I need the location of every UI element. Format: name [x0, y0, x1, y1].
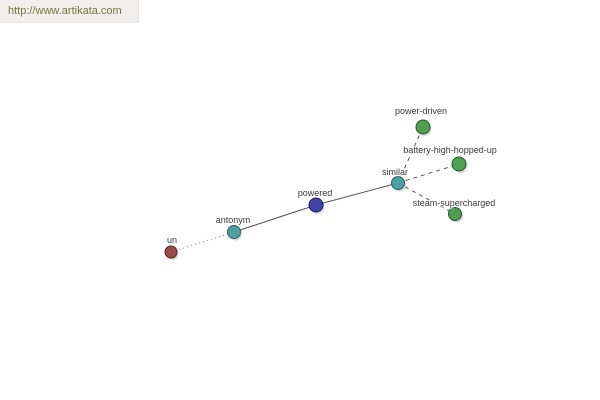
- node-label-battery-high-hopped-up[interactable]: battery-high-hopped-up: [403, 145, 497, 155]
- node-label-power-driven[interactable]: power-driven: [394, 106, 448, 116]
- node-label-steam-supercharged[interactable]: steam-supercharged: [412, 198, 496, 208]
- edge-similar-power-driven: [397, 126, 424, 184]
- edge-antonym-powered: [233, 204, 317, 233]
- graph-node-power-driven[interactable]: [415, 119, 431, 135]
- graph-node-similar[interactable]: [391, 176, 405, 190]
- edge-similar-battery-high-hopped-up: [397, 163, 460, 184]
- graph-node-un[interactable]: [164, 245, 178, 259]
- graph-node-powered[interactable]: [308, 197, 324, 213]
- graph-node-steam-supercharged[interactable]: [448, 207, 462, 221]
- edge-un-antonym: [170, 231, 235, 253]
- edge-powered-similar: [315, 182, 399, 206]
- node-label-similar[interactable]: similar: [382, 167, 408, 177]
- graph-node-battery-high-hopped-up[interactable]: [451, 156, 467, 172]
- graph-node-antonym[interactable]: [227, 225, 241, 239]
- node-label-powered[interactable]: powered: [297, 188, 333, 198]
- node-label-antonym[interactable]: antonym: [215, 215, 251, 225]
- url-bar[interactable]: http://www.artikata.com: [0, 0, 139, 23]
- edge-similar-steam-supercharged: [397, 182, 456, 215]
- node-label-un[interactable]: un: [166, 235, 178, 245]
- url-text: http://www.artikata.com: [8, 5, 122, 17]
